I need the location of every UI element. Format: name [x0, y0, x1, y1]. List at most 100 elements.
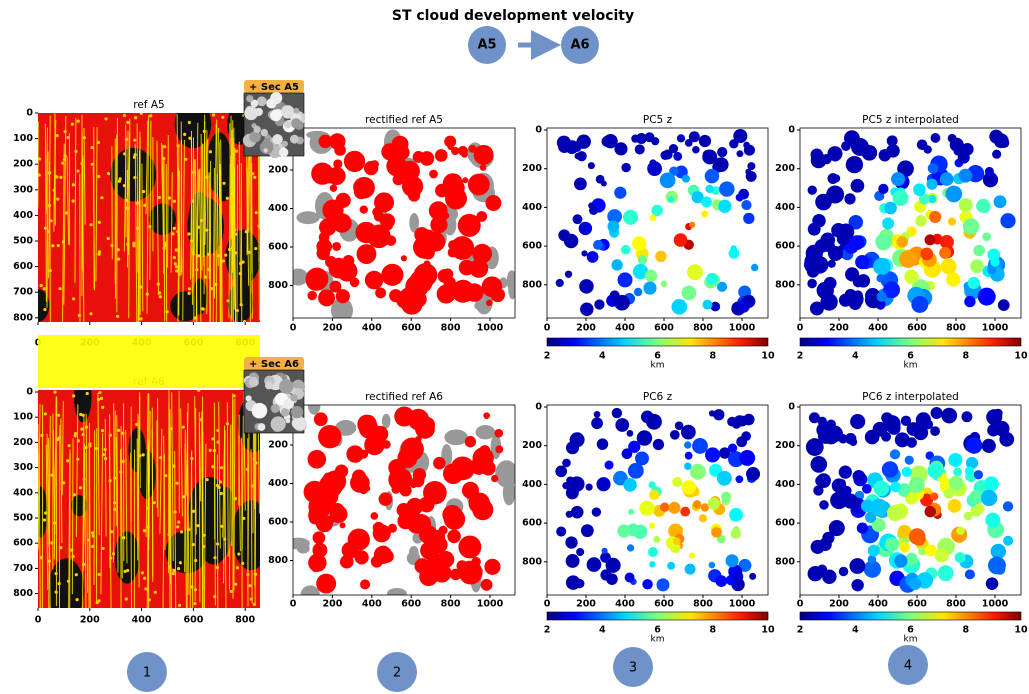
cloud-blob: [672, 476, 683, 488]
x-tick-label: 400: [362, 599, 382, 610]
y-tick-label: 600: [775, 241, 795, 252]
cloud-blob: [845, 155, 864, 174]
point: [224, 253, 228, 257]
cloud-blob: [881, 461, 899, 478]
cloud-blob: [600, 180, 607, 187]
cloud-blob: [871, 518, 886, 533]
cloud-blob: [993, 195, 1007, 209]
dark-patch: [74, 390, 92, 423]
point: [142, 189, 146, 194]
point: [112, 501, 117, 505]
point: [165, 310, 169, 314]
red-blob: [354, 550, 369, 565]
point: [232, 394, 236, 398]
cloud-blob: [651, 137, 660, 146]
red-blob: [307, 290, 317, 301]
cloud-blob: [807, 262, 820, 275]
track: [182, 139, 185, 321]
point: [52, 188, 56, 192]
gray-patch: [293, 268, 309, 286]
y-tick-label: 800: [775, 556, 795, 567]
cloud-blob: [688, 131, 700, 143]
point: [97, 220, 101, 224]
cloud-blob: [930, 492, 939, 501]
point: [167, 196, 172, 200]
cloud-blob: [562, 481, 570, 490]
cloud-blob: [615, 418, 630, 432]
x-tick-label: 200: [829, 599, 849, 610]
point: [241, 561, 245, 565]
point: [101, 546, 105, 551]
point: [133, 153, 137, 157]
point: [61, 240, 66, 244]
point: [56, 437, 60, 441]
red-blob: [441, 211, 450, 220]
point: [54, 590, 58, 594]
cloud-blob: [918, 547, 927, 556]
cloud-blob: [869, 498, 888, 517]
cloud-blob: [939, 246, 952, 259]
red-blob: [387, 523, 397, 533]
red-blob: [429, 169, 438, 179]
point: [184, 157, 188, 161]
y-tick-label: 600: [13, 261, 33, 272]
point: [59, 175, 63, 179]
x-tick-label: 600: [401, 323, 421, 334]
cloud-blob: [822, 569, 837, 585]
red-blob: [359, 205, 368, 214]
track: [218, 401, 221, 549]
red-blob: [484, 558, 501, 575]
track: [156, 140, 159, 296]
point: [42, 287, 46, 291]
cloud-blob: [635, 133, 647, 144]
colorbar-tick: 10: [761, 351, 775, 362]
cloud-blob: [848, 214, 864, 230]
point: [254, 246, 258, 251]
cloud-blob: [940, 258, 957, 275]
cloud-blob: [730, 528, 742, 539]
point: [121, 431, 125, 435]
point: [235, 566, 240, 570]
cloud-blob: [990, 543, 1007, 560]
cloud-blob: [945, 185, 963, 203]
point: [163, 243, 167, 248]
point: [54, 572, 58, 576]
point: [56, 243, 60, 248]
panel: 2 4 6 8 10 km PC5 z interpolated 0 200 400 600 800 0…: [775, 114, 1028, 371]
cloud-blob: [947, 217, 957, 226]
track: [254, 403, 257, 606]
point: [174, 265, 179, 269]
cloud-blob: [948, 452, 963, 467]
cloud-blob: [607, 209, 622, 224]
panel-title: PC5 z: [643, 114, 673, 126]
gray-patch: [386, 588, 407, 595]
y-tick-label: 400: [268, 478, 288, 489]
y-tick-label: 200: [775, 163, 795, 174]
colorbar-tick: 10: [1014, 351, 1028, 362]
point: [97, 572, 101, 577]
colorbar-tick: 10: [1014, 625, 1028, 636]
gray-patch: [444, 429, 468, 446]
point: [126, 207, 130, 211]
cloud-blob: [831, 222, 846, 238]
track: [137, 396, 141, 508]
cloud-blob: [565, 536, 578, 549]
point: [254, 211, 258, 215]
red-blob: [315, 515, 334, 533]
red-blob: [414, 435, 422, 443]
point: [112, 552, 116, 556]
colorbar-tick: 6: [907, 625, 914, 636]
cloud-blob: [736, 436, 748, 448]
point: [252, 602, 256, 606]
cloud-blob: [815, 193, 832, 211]
point: [81, 562, 86, 566]
point: [216, 254, 220, 258]
point: [156, 282, 160, 286]
point: [208, 150, 212, 154]
point: [202, 129, 206, 133]
point: [76, 169, 80, 173]
thumb-cloud: [248, 376, 259, 388]
cloud-blob: [850, 413, 866, 430]
y-tick-label: 200: [268, 165, 288, 176]
red-blob: [391, 471, 411, 490]
